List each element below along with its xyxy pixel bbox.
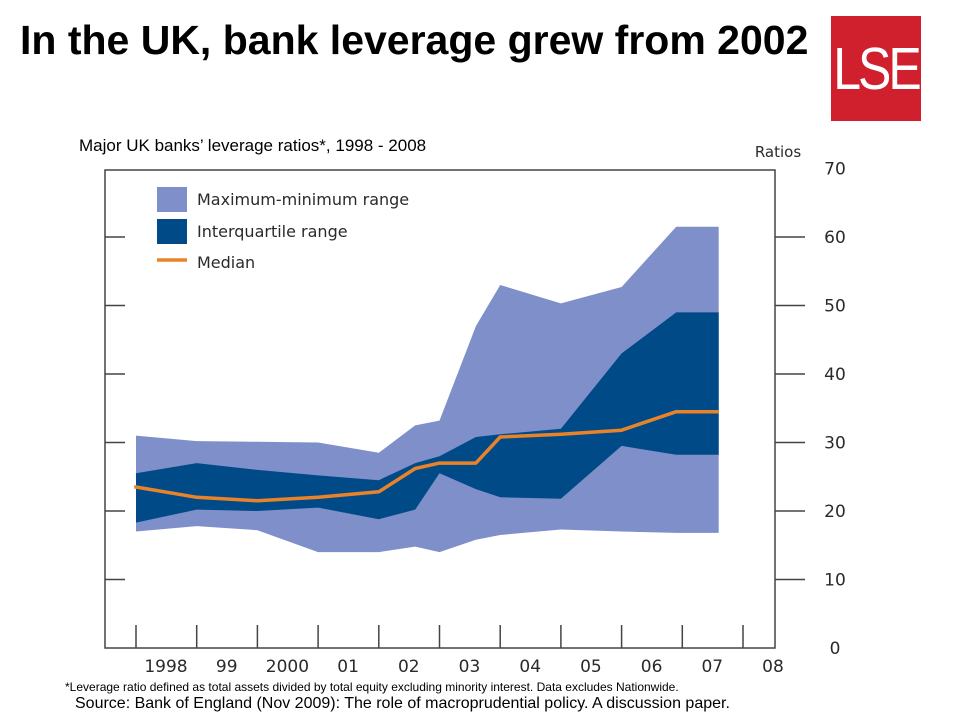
legend-label: Interquartile range	[197, 222, 348, 241]
x-tick-label: 06	[641, 657, 663, 677]
x-tick-label: 03	[459, 657, 481, 677]
legend-label: Maximum-minimum range	[197, 190, 409, 209]
y-tick-label: 30	[824, 434, 846, 454]
lse-logo: LSE	[831, 15, 922, 122]
chart-subtitle: Major UK banks’ leverage ratios*, 1998 -…	[79, 136, 427, 155]
y-tick-label: 60	[824, 228, 846, 248]
interquartile-layer	[136, 312, 719, 523]
slide-title: In the UK, bank leverage grew from 2002	[20, 17, 809, 63]
x-tick-label: 99	[216, 657, 238, 677]
source-citation: Source: Bank of England (Nov 2009): The …	[75, 695, 730, 712]
x-tick-label: 1998	[144, 657, 187, 677]
x-tick-label: 01	[337, 657, 359, 677]
y-axis-label: Ratios	[755, 143, 802, 161]
tick-layer: 0 10 20 30 40 50 60 70 1998 99 2000 01 02 03 04 05 06 07 0…	[105, 160, 846, 677]
footnote: *Leverage ratio defined as total assets …	[65, 680, 679, 694]
legend-swatch-range	[157, 187, 187, 212]
median-layer	[134, 409, 719, 503]
legend-label: Median	[197, 253, 255, 272]
x-tick-label: 2000	[266, 657, 309, 677]
y-tick-label: 70	[824, 160, 846, 180]
x-tick-label: 02	[398, 657, 420, 677]
x-tick-label: 07	[701, 657, 723, 677]
y-tick-label: 10	[824, 571, 846, 591]
x-tick-label: 04	[519, 657, 541, 677]
x-tick-label: 05	[580, 657, 602, 677]
y-tick-label: 40	[824, 365, 846, 385]
y-tick-label: 50	[824, 297, 846, 317]
x-tick-label: 08	[762, 657, 784, 677]
y-tick-label: 20	[824, 502, 846, 522]
y-tick-label: 0	[830, 639, 841, 659]
median-line	[134, 409, 719, 503]
interquartile-range-area	[136, 312, 719, 523]
legend-swatch-interquartile	[157, 219, 187, 244]
legend: Maximum-minimum range Interquartile range…	[157, 187, 409, 272]
